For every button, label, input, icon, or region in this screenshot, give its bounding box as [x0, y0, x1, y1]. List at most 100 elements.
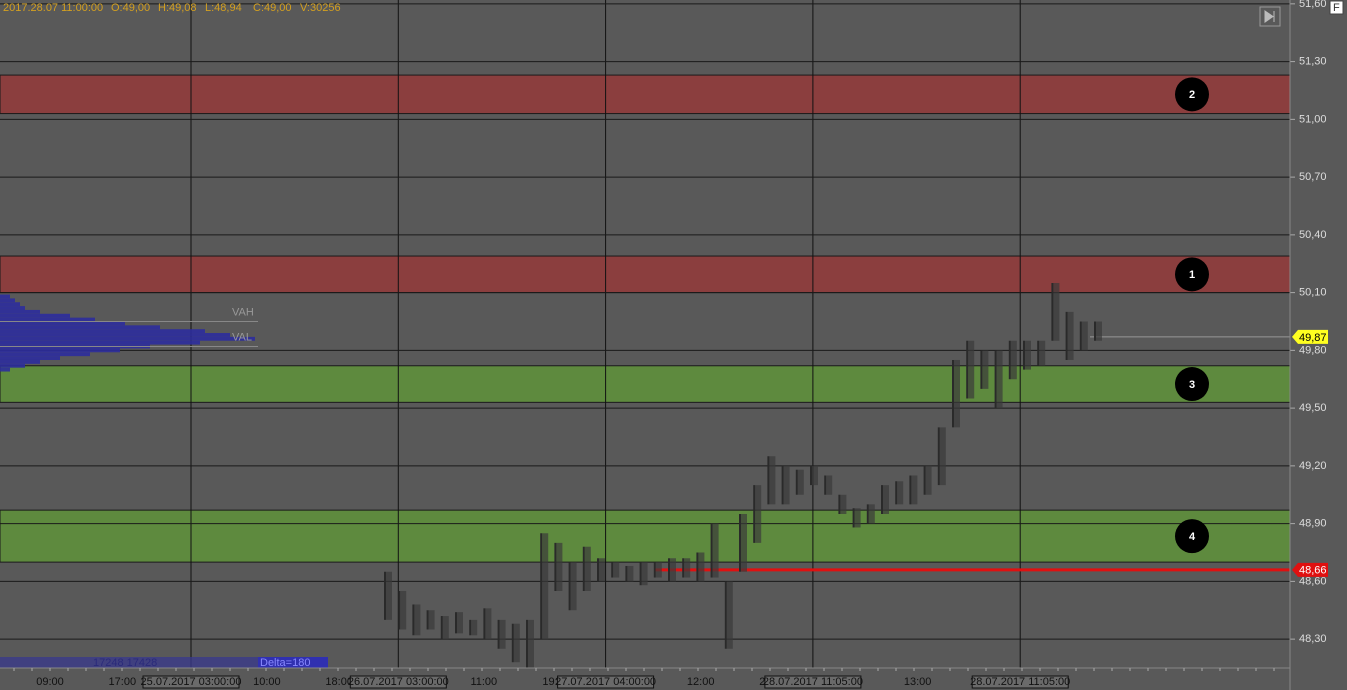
header-low: L:48,94 [205, 2, 242, 14]
date-label-box [764, 675, 862, 689]
zone-label: 3 [1189, 379, 1195, 391]
footprint [670, 558, 676, 582]
profile-bar [0, 294, 10, 299]
price-tag [1292, 562, 1328, 577]
footprint [499, 619, 506, 649]
footprint [655, 562, 662, 578]
footprint [826, 475, 833, 495]
date-label-box [557, 675, 655, 689]
footprint [897, 481, 904, 505]
zone [0, 74, 1291, 115]
delta: Delta=180 [260, 657, 310, 669]
footprint [627, 565, 634, 582]
footprint [996, 350, 1003, 409]
footprint [755, 485, 762, 543]
profile-bar [0, 329, 205, 334]
zone-label: 2 [1189, 89, 1195, 101]
x-tick-label: 17:00 [109, 676, 137, 688]
profile-bar [0, 367, 10, 372]
footprint [570, 562, 577, 611]
zone [0, 509, 1291, 563]
profile-bar [0, 313, 70, 318]
profile-bar [0, 306, 25, 310]
footprint [1039, 340, 1046, 366]
footprint [528, 619, 534, 668]
profile-bar [0, 336, 255, 341]
y-tick-label: 49,20 [1299, 460, 1327, 472]
zone-label: 4 [1189, 531, 1196, 543]
x-tick-label: 11:00 [470, 676, 497, 688]
profile-bar [0, 321, 125, 326]
footprint [471, 619, 478, 636]
y-tick-label: 51,00 [1299, 113, 1327, 125]
footprint [797, 469, 804, 495]
footprint [641, 562, 648, 586]
profile-bar [0, 298, 15, 303]
profile-bar [0, 302, 20, 307]
footprint [684, 558, 691, 578]
footprint [726, 581, 733, 649]
zone-label: 1 [1189, 269, 1195, 281]
vah-label: VAH [232, 306, 254, 318]
header-high: H:49,08 [158, 2, 197, 14]
date-label: 28.07.2017 11:05:00 [763, 676, 863, 688]
date-label-box [971, 675, 1069, 689]
footprint [414, 604, 421, 636]
profile-bar [0, 333, 230, 337]
footprint [400, 590, 407, 630]
footprint [939, 427, 946, 486]
x-tick-label: 13:00 [904, 676, 932, 688]
date-label-box [142, 675, 240, 689]
footprint [968, 340, 975, 399]
date-label: 26.07.2017 03:00:00 [348, 676, 449, 688]
footprint [542, 533, 549, 640]
bid-ask-box [0, 657, 258, 668]
scroll-end-icon [1264, 10, 1275, 23]
footprint [741, 513, 747, 572]
date-label: 27.07.2017 04:00:00 [555, 676, 656, 688]
footprint [442, 616, 449, 640]
zone-badge [1175, 519, 1209, 554]
footprint [783, 465, 790, 505]
footprint [1053, 282, 1060, 341]
footprint [925, 465, 932, 495]
zone-badge [1175, 77, 1209, 112]
footprint [1081, 321, 1088, 351]
footprint [982, 350, 989, 389]
footprint [513, 623, 520, 663]
x-tick-label: 10:00 [253, 676, 281, 688]
y-tick-label: 50,10 [1299, 287, 1327, 299]
footprint [698, 552, 705, 582]
zone-badge [1175, 257, 1209, 292]
footprint [1025, 340, 1031, 370]
f-button[interactable] [1329, 0, 1344, 15]
profile-bar [0, 348, 120, 353]
y-tick-label: 49,50 [1299, 402, 1327, 414]
x-tick-label: 12:00 [687, 676, 715, 688]
y-tick-label: 51,30 [1299, 56, 1327, 68]
scroll-end-button[interactable] [1259, 6, 1281, 27]
profile-bar [0, 309, 40, 314]
footprint [428, 610, 435, 630]
header-open: O:49,00 [111, 2, 150, 14]
date-label: 28.07.2017 11:05:00 [970, 676, 1070, 688]
profile-bar [0, 317, 95, 322]
profile-bar [0, 340, 200, 345]
y-tick-label: 49,80 [1299, 344, 1327, 356]
profile-bar [0, 359, 40, 364]
footprint [712, 523, 719, 578]
footprint [1010, 340, 1017, 380]
footprint [854, 508, 861, 528]
footprint [386, 571, 392, 620]
y-tick-label: 50,70 [1299, 171, 1327, 183]
date-label-box [349, 675, 447, 689]
footprint [556, 542, 563, 591]
footprint [840, 494, 847, 514]
header-close: C:49,00 [253, 2, 292, 14]
bid-ask: 17248 17428 [93, 657, 157, 669]
zone [0, 365, 1291, 403]
zone [0, 255, 1291, 294]
header-datetime: 2017.28.07 11:00:00 [3, 2, 103, 14]
footprint [868, 504, 875, 524]
